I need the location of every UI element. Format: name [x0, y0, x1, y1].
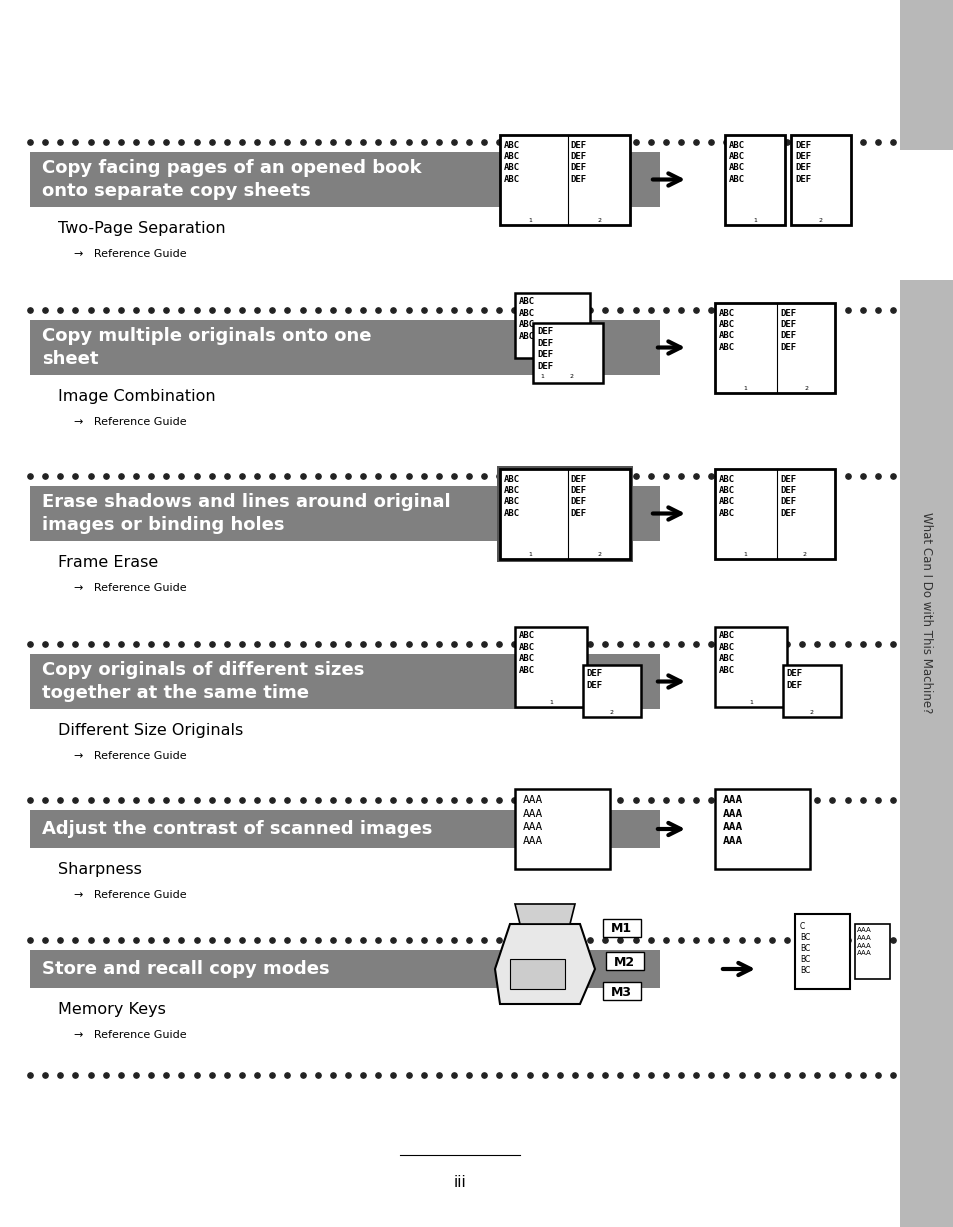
- Text: 1: 1: [748, 699, 752, 704]
- Bar: [30, 810, 659, 848]
- Bar: [582, 665, 640, 717]
- Text: M1: M1: [610, 923, 631, 935]
- Text: 2: 2: [804, 385, 808, 390]
- Bar: [794, 914, 849, 989]
- Bar: [499, 135, 629, 225]
- Text: Copy originals of different sizes
together at the same time: Copy originals of different sizes togeth…: [42, 661, 364, 702]
- Text: AAA
AAA
AAA
AAA: AAA AAA AAA AAA: [522, 795, 542, 845]
- Bar: [602, 982, 640, 1000]
- Text: Image Combination: Image Combination: [58, 389, 215, 404]
- Text: 1: 1: [528, 551, 532, 557]
- Bar: [30, 486, 659, 541]
- Text: What Can I Do with This Machine?: What Can I Do with This Machine?: [920, 513, 933, 714]
- Text: Copy multiple originals onto one
sheet: Copy multiple originals onto one sheet: [42, 328, 371, 368]
- Polygon shape: [495, 924, 595, 1004]
- Text: 1: 1: [742, 551, 746, 557]
- Text: ABC
ABC
ABC
ABC: ABC ABC ABC ABC: [518, 297, 535, 341]
- Text: →   Reference Guide: → Reference Guide: [74, 751, 187, 761]
- Text: AAA
AAA
AAA
AAA: AAA AAA AAA AAA: [856, 928, 871, 956]
- Bar: [30, 654, 659, 709]
- Bar: [714, 469, 834, 558]
- Text: 2: 2: [802, 551, 806, 557]
- Text: DEF
DEF
DEF
DEF: DEF DEF DEF DEF: [780, 308, 796, 352]
- Bar: [30, 320, 659, 375]
- Text: ABC
ABC
ABC
ABC: ABC ABC ABC ABC: [728, 141, 744, 184]
- Text: DEF
DEF
DEF
DEF: DEF DEF DEF DEF: [570, 475, 586, 518]
- Bar: [714, 789, 809, 869]
- Text: 2: 2: [569, 374, 574, 379]
- Bar: [497, 465, 633, 562]
- Text: C
BC
BC
BC
BC: C BC BC BC BC: [800, 921, 809, 975]
- Bar: [790, 135, 850, 225]
- Bar: [30, 152, 659, 207]
- Text: 2: 2: [598, 551, 601, 557]
- Text: →   Reference Guide: → Reference Guide: [74, 583, 187, 593]
- Text: 2: 2: [609, 709, 614, 714]
- Bar: [30, 950, 659, 988]
- Bar: [510, 960, 564, 989]
- Bar: [714, 627, 786, 707]
- Text: Erase shadows and lines around original
images or binding holes: Erase shadows and lines around original …: [42, 493, 450, 534]
- Text: DEF
DEF
DEF
DEF: DEF DEF DEF DEF: [537, 328, 553, 371]
- Text: 1: 1: [742, 385, 746, 390]
- Bar: [515, 789, 609, 869]
- Text: Memory Keys: Memory Keys: [58, 1002, 166, 1017]
- Text: ABC
ABC
ABC
ABC: ABC ABC ABC ABC: [503, 141, 519, 184]
- Text: DEF
DEF
DEF
DEF: DEF DEF DEF DEF: [780, 475, 796, 518]
- Text: ABC
ABC
ABC
ABC: ABC ABC ABC ABC: [518, 632, 535, 675]
- Bar: [605, 952, 643, 971]
- Text: Different Size Originals: Different Size Originals: [58, 723, 243, 737]
- Text: 1: 1: [752, 217, 756, 222]
- Text: M2: M2: [613, 956, 634, 968]
- Text: →   Reference Guide: → Reference Guide: [74, 249, 187, 259]
- Bar: [499, 469, 629, 558]
- Text: ABC
ABC
ABC
ABC: ABC ABC ABC ABC: [503, 475, 519, 518]
- Text: →   Reference Guide: → Reference Guide: [74, 417, 187, 427]
- Text: Frame Erase: Frame Erase: [58, 555, 158, 571]
- Text: iii: iii: [453, 1175, 466, 1190]
- Text: ABC
ABC
ABC
ABC: ABC ABC ABC ABC: [719, 632, 735, 675]
- Text: DEF
DEF: DEF DEF: [785, 670, 801, 690]
- Text: Sharpness: Sharpness: [58, 863, 142, 877]
- Text: 1: 1: [528, 217, 532, 222]
- Text: M3: M3: [610, 985, 631, 999]
- Text: DEF
DEF: DEF DEF: [585, 670, 601, 690]
- Bar: [782, 665, 841, 717]
- Text: →   Reference Guide: → Reference Guide: [74, 890, 187, 899]
- Text: Adjust the contrast of scanned images: Adjust the contrast of scanned images: [42, 820, 432, 838]
- Text: →   Reference Guide: → Reference Guide: [74, 1029, 187, 1040]
- Text: 2: 2: [598, 217, 601, 222]
- Bar: [533, 323, 602, 383]
- Bar: [899, 0, 953, 1227]
- Text: AAA
AAA
AAA
AAA: AAA AAA AAA AAA: [722, 795, 742, 845]
- Bar: [515, 292, 589, 357]
- Bar: [515, 627, 586, 707]
- Bar: [714, 303, 834, 393]
- Text: DEF
DEF
DEF
DEF: DEF DEF DEF DEF: [570, 141, 586, 184]
- Text: DEF
DEF
DEF
DEF: DEF DEF DEF DEF: [794, 141, 810, 184]
- Bar: [891, 150, 953, 280]
- Text: ABC
ABC
ABC
ABC: ABC ABC ABC ABC: [719, 475, 735, 518]
- Text: Copy facing pages of an opened book
onto separate copy sheets: Copy facing pages of an opened book onto…: [42, 160, 421, 200]
- Text: Store and recall copy modes: Store and recall copy modes: [42, 960, 330, 978]
- Text: 2: 2: [818, 217, 822, 222]
- Bar: [854, 924, 889, 979]
- Polygon shape: [515, 904, 575, 924]
- Text: ABC
ABC
ABC
ABC: ABC ABC ABC ABC: [719, 308, 735, 352]
- Text: 2: 2: [809, 709, 813, 714]
- Text: Two-Page Separation: Two-Page Separation: [58, 221, 226, 236]
- Text: 1: 1: [539, 374, 543, 379]
- Text: 1: 1: [549, 699, 553, 704]
- Bar: [724, 135, 784, 225]
- Bar: [602, 919, 640, 937]
